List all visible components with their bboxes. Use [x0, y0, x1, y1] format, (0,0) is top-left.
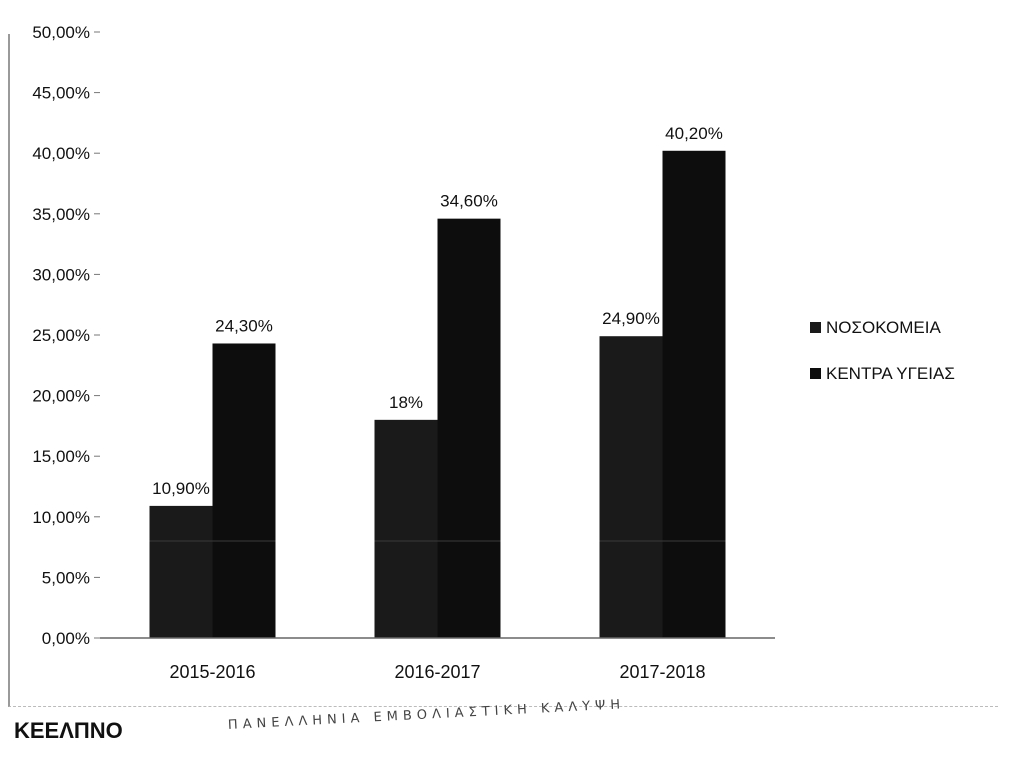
y-tick-label: 20,00% [32, 387, 90, 406]
data-label: 24,30% [215, 316, 273, 335]
y-tick-label: 25,00% [32, 326, 90, 345]
bar-kentra-ygeias-2015-2016 [212, 343, 276, 638]
bar-nosokomeia-2017-2018 [599, 336, 663, 638]
bar-kentra-ygeias-2016-2017 [437, 218, 501, 638]
y-tick-label: 35,00% [32, 205, 90, 224]
legend-swatch [810, 322, 821, 333]
y-tick-label: 5,00% [42, 568, 90, 587]
bars [149, 150, 726, 638]
data-label: 10,90% [152, 479, 210, 498]
source-label: ΚΕΕΛΠΝΟ [14, 718, 123, 743]
legend-swatch [810, 368, 821, 379]
y-tick-label: 15,00% [32, 447, 90, 466]
y-tick-label: 45,00% [32, 84, 90, 103]
data-label: 40,20% [665, 124, 723, 143]
x-axis: 2015-2016 2016-2017 2017-2018 [100, 637, 775, 682]
bar-nosokomeia-2016-2017 [374, 419, 438, 638]
legend: ΝΟΣΟΚΟΜΕΙΑ ΚΕΝΤΡΑ ΥΓΕΙΑΣ [810, 318, 955, 383]
bar-nosokomeia-2015-2016 [149, 505, 213, 638]
y-tick-label: 30,00% [32, 265, 90, 284]
y-tick-label: 10,00% [32, 508, 90, 527]
y-tick-label: 40,00% [32, 144, 90, 163]
data-label: 24,90% [602, 309, 660, 328]
y-axis: 0,00% 5,00% 10,00% 15,00% 20,00% 25,00% 30,00%… [32, 23, 100, 648]
bar-kentra-ygeias-2017-2018 [662, 150, 726, 638]
y-tick-label: 0,00% [42, 629, 90, 648]
y-tick-label: 50,00% [32, 23, 90, 42]
x-tick-label: 2015-2016 [169, 662, 255, 682]
data-label: 34,60% [440, 192, 498, 211]
legend-label: ΚΕΝΤΡΑ ΥΓΕΙΑΣ [826, 364, 955, 383]
data-labels: 10,90% 24,30% 18% 34,60% 24,90% 40,20% [152, 124, 723, 498]
data-label: 18% [389, 393, 423, 412]
x-tick-label: 2016-2017 [394, 662, 480, 682]
x-tick-label: 2017-2018 [619, 662, 705, 682]
chart-frame [8, 34, 998, 707]
legend-label: ΝΟΣΟΚΟΜΕΙΑ [826, 318, 941, 337]
